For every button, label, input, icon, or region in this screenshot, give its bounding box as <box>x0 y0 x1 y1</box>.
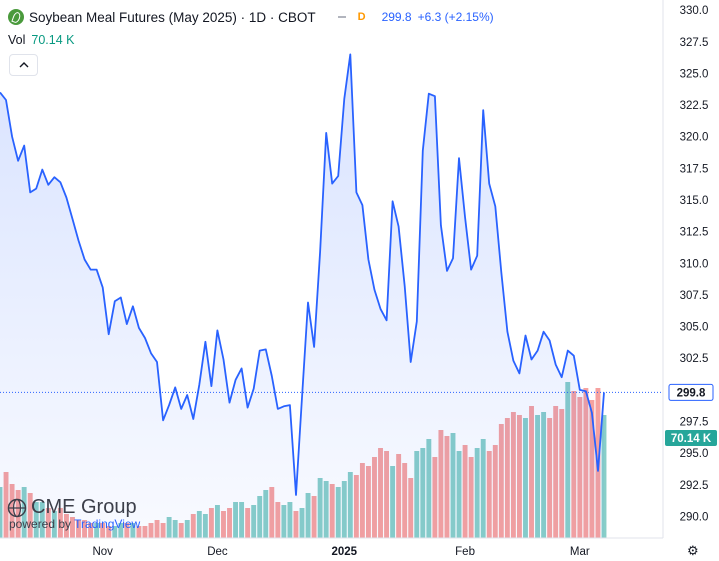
price-tick-label: 302.5 <box>680 353 709 365</box>
provider-label: TradingView <box>74 517 141 531</box>
powered-by-label: powered by <box>9 517 72 531</box>
time-tick-label: Feb <box>455 546 475 558</box>
price-tick-label: 320.0 <box>680 132 709 144</box>
volume-badge: 70.14 K <box>665 430 717 446</box>
price-tick-label: 305.0 <box>680 322 709 334</box>
cme-logo[interactable]: CME Group powered by TradingView <box>7 496 140 531</box>
price-area <box>0 54 604 539</box>
price-tick-label: 310.0 <box>680 258 709 270</box>
price-tick-label: 330.0 <box>680 5 709 17</box>
symbol-title[interactable]: Soybean Meal Futures (May 2025) · 1D · C… <box>29 9 316 25</box>
volume-legend-value: 70.14 K <box>31 33 75 47</box>
gear-icon[interactable]: ⚙ <box>687 543 699 558</box>
price-change: +6.3 (+2.15%) <box>417 10 494 24</box>
volume-legend-label: Vol <box>8 33 26 47</box>
price-tick-label: 307.5 <box>680 290 709 302</box>
minus-icon <box>337 16 346 18</box>
price-tick-label: 322.5 <box>680 100 709 112</box>
chart-header: Soybean Meal Futures (May 2025) · 1D · C… <box>8 7 494 27</box>
price-tick-label: 295.0 <box>680 448 709 460</box>
time-tick-label: Dec <box>207 546 228 558</box>
price-tick-label: 325.0 <box>680 68 709 80</box>
price-line <box>0 53 605 496</box>
globe-icon <box>7 498 27 517</box>
price-tick-label: 317.5 <box>680 163 709 175</box>
price-tick-label: 290.0 <box>680 511 709 523</box>
collapse-legend-button[interactable] <box>9 54 38 76</box>
volume-badge-label: 70.14 K <box>671 433 712 445</box>
price-axis[interactable]: 330.0 327.5 325.0 322.5 320.0 317.5 315.0 312.5… <box>680 5 709 523</box>
time-axis[interactable]: Nov Dec 2025 Feb Mar <box>92 546 589 558</box>
price-tick-label: 292.5 <box>680 480 709 492</box>
price-tick-label: 315.0 <box>680 195 709 207</box>
soybean-leaf-icon <box>8 9 24 25</box>
time-tick-label: Mar <box>570 546 590 558</box>
price-tick-label: 297.5 <box>680 417 709 429</box>
time-tick-label: Nov <box>92 546 113 558</box>
last-price-badge: 299.8 <box>668 383 714 401</box>
last-price: 299.8 <box>381 10 412 24</box>
delayed-data-flag[interactable]: D <box>357 11 366 23</box>
volume-legend: Vol 70.14 K <box>8 33 74 47</box>
logo-brand: CME Group <box>31 496 137 518</box>
time-tick-label: 2025 <box>331 546 357 558</box>
price-tick-label: 327.5 <box>680 37 709 49</box>
price-tick-label: 312.5 <box>680 227 709 239</box>
last-price-label: 299.8 <box>677 387 706 399</box>
chevron-up-icon <box>19 62 28 68</box>
